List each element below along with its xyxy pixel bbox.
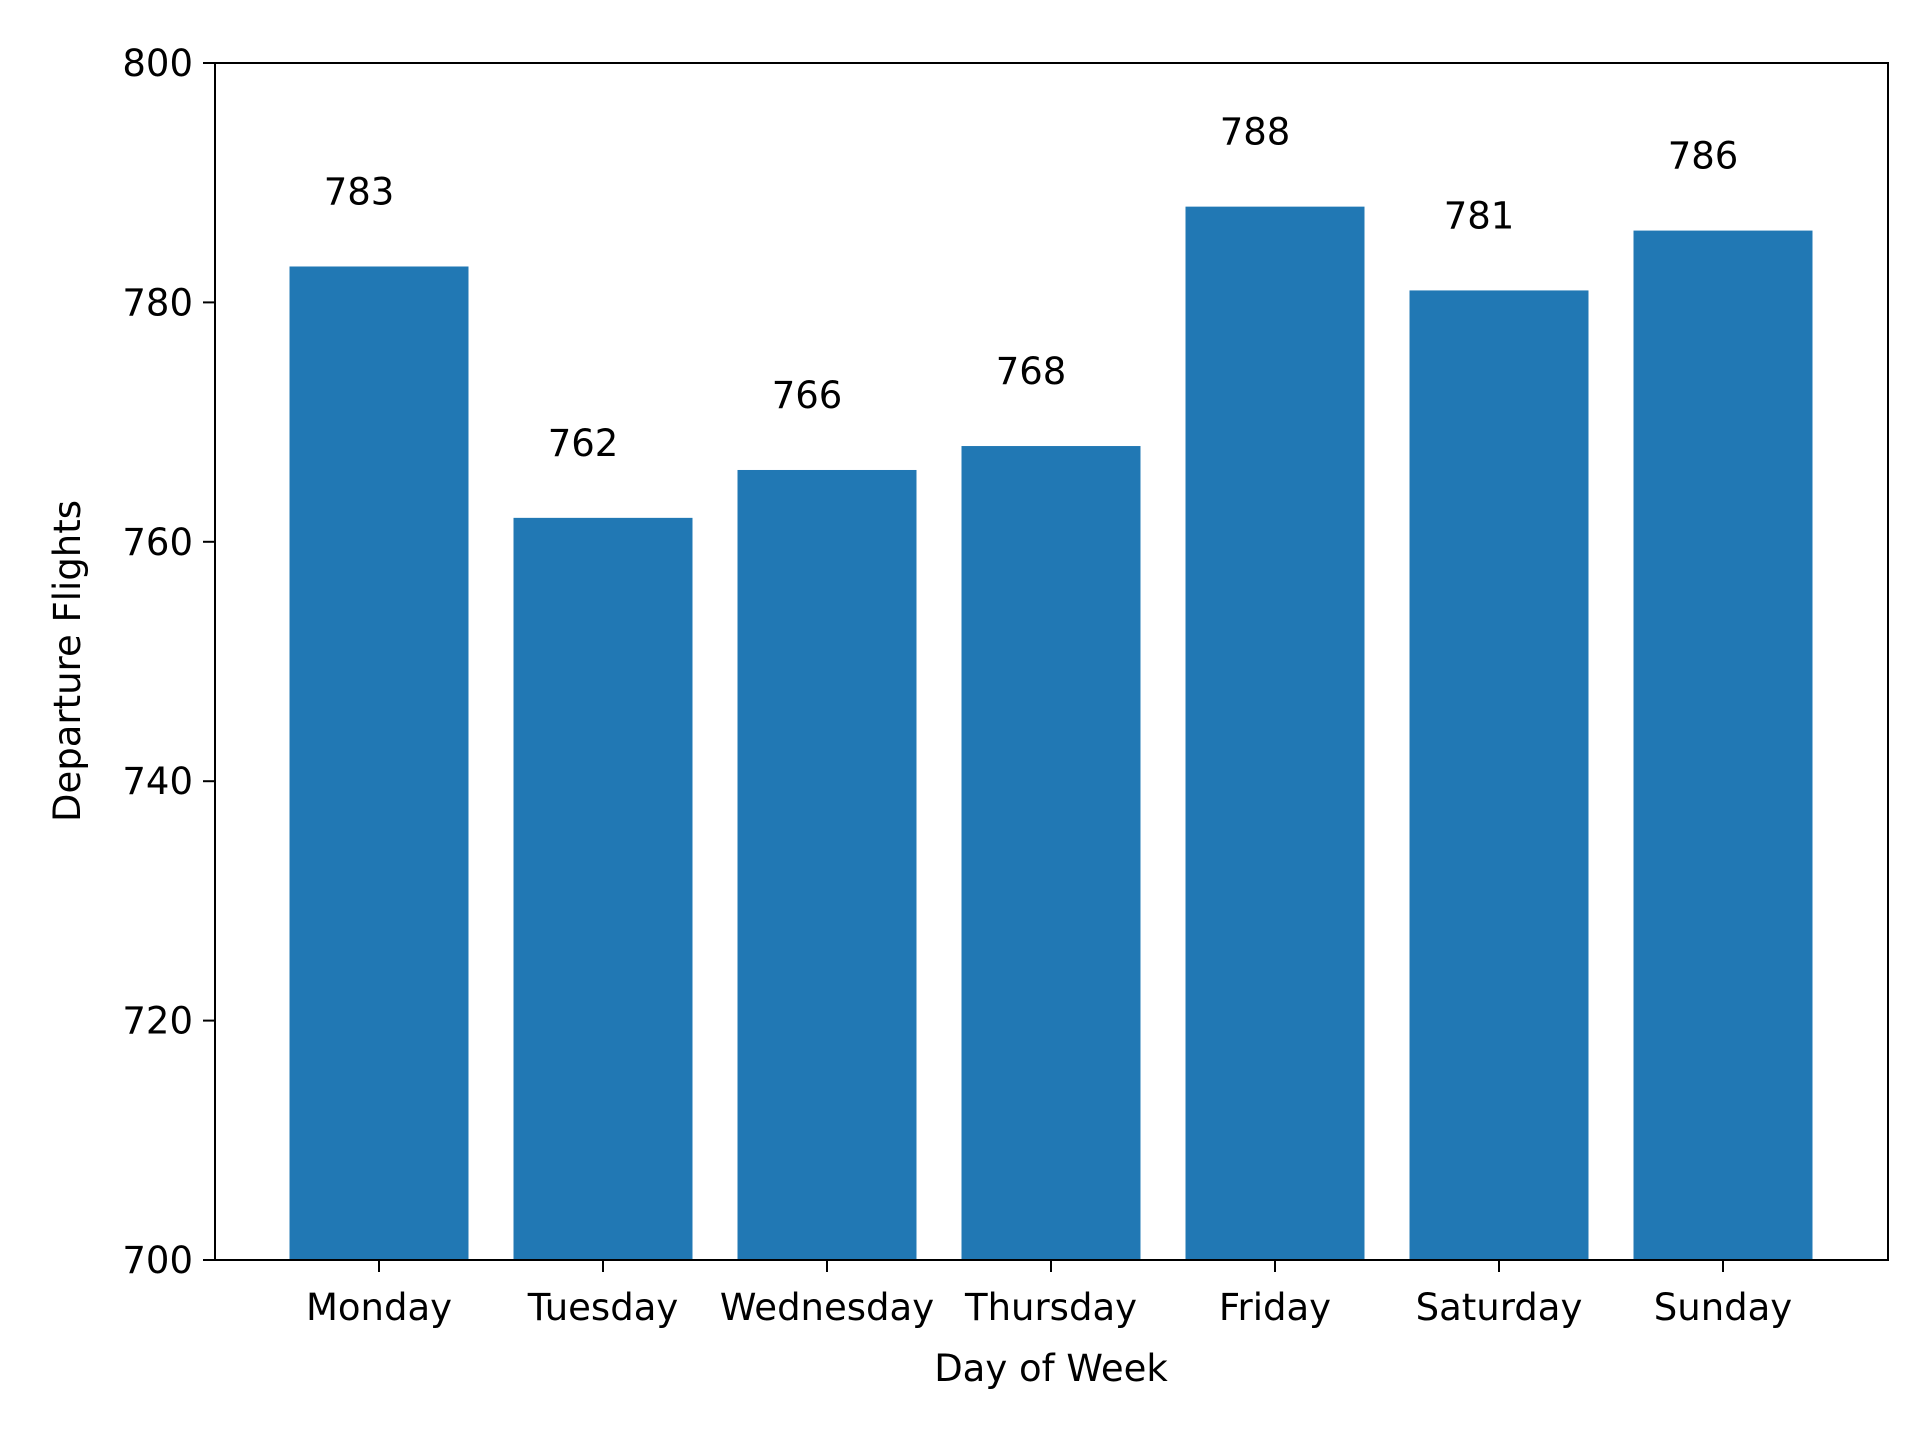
data-label-tuesday: 762 [548, 422, 619, 465]
data-label-friday: 788 [1220, 111, 1291, 154]
y-tick-label-780: 780 [122, 281, 193, 324]
data-label-thursday: 768 [996, 350, 1067, 393]
x-tick-label-friday: Friday [1219, 1286, 1331, 1329]
x-tick-label-sunday: Sunday [1654, 1286, 1792, 1329]
bar-friday [1185, 206, 1365, 1260]
x-tick-label-wednesday: Wednesday [720, 1286, 934, 1329]
data-label-wednesday: 766 [772, 374, 843, 417]
data-labels-group: 783 762 766 768 788 781 786 [324, 111, 1739, 465]
bars-group [289, 206, 1813, 1261]
bar-monday [289, 266, 469, 1260]
y-axis: 700 720 740 760 780 800 [122, 42, 215, 1282]
x-tick-label-thursday: Thursday [964, 1286, 1137, 1329]
y-tick-label-800: 800 [122, 42, 193, 85]
data-label-sunday: 786 [1668, 135, 1739, 178]
x-axis: Monday Tuesday Wednesday Thursday Friday Satu… [306, 1260, 1792, 1329]
x-tick-label-tuesday: Tuesday [527, 1286, 679, 1329]
bar-sunday [1633, 230, 1813, 1261]
x-tick-label-saturday: Saturday [1416, 1286, 1583, 1329]
bar-tuesday [513, 517, 693, 1260]
y-axis-title: Departure Flights [46, 500, 89, 822]
y-tick-label-760: 760 [122, 521, 193, 564]
y-tick-label-740: 740 [122, 760, 193, 803]
x-axis-title: Day of Week [934, 1347, 1168, 1390]
bar-saturday [1409, 290, 1589, 1260]
y-tick-label-700: 700 [122, 1239, 193, 1282]
bar-thursday [961, 446, 1141, 1260]
data-label-saturday: 781 [1444, 194, 1515, 237]
x-tick-label-monday: Monday [306, 1286, 452, 1329]
data-label-monday: 783 [324, 170, 395, 213]
y-tick-label-720: 720 [122, 1000, 193, 1043]
bar-wednesday [737, 469, 917, 1261]
